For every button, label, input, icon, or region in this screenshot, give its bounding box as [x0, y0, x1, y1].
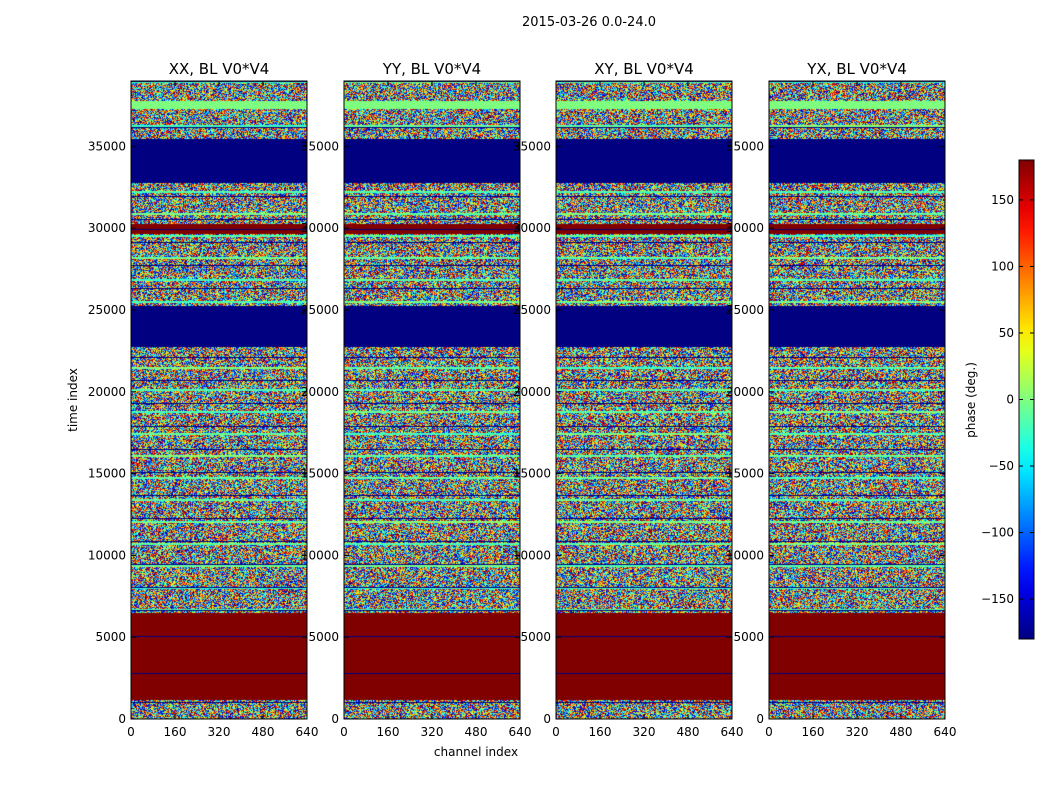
y-tick-label: 5000 — [733, 630, 764, 644]
panel-3: XY, BL V0*V4 0 160 320 480 640 0 5000 10000 15000… — [513, 60, 744, 739]
panel-title: XY, BL V0*V4 — [594, 60, 694, 78]
y-tick-label: 0 — [118, 712, 126, 726]
x-tick-label: 160 — [377, 725, 400, 739]
y-tick-label: 35000 — [88, 139, 126, 153]
x-tick-label: 160 — [802, 725, 825, 739]
y-tick-label: 20000 — [513, 385, 551, 399]
y-axis-label: time index — [66, 368, 80, 432]
y-tick-label: 25000 — [88, 303, 126, 317]
colorbar-gradient — [1019, 160, 1034, 639]
panel-heatmap-image — [769, 81, 945, 719]
x-tick-label: 160 — [589, 725, 612, 739]
x-tick-label: 480 — [465, 725, 488, 739]
y-tick-label: 10000 — [726, 548, 764, 562]
y-tick-label: 20000 — [301, 385, 339, 399]
colorbar: −150 −100 −50 0 50 100 150 phase (deg.) — [964, 159, 1035, 640]
x-tick-label: 640 — [721, 725, 744, 739]
panel-heatmap-image — [131, 81, 307, 719]
panel-title: YY, BL V0*V4 — [382, 60, 481, 78]
y-tick-label: 10000 — [513, 548, 551, 562]
y-tick-label: 35000 — [513, 139, 551, 153]
colorbar-label: phase (deg.) — [964, 362, 978, 438]
y-tick-label: 25000 — [513, 303, 551, 317]
colorbar-tick-label: −150 — [981, 592, 1014, 606]
y-tick-label: 30000 — [301, 221, 339, 235]
panel-title: YX, BL V0*V4 — [806, 60, 907, 78]
panel-2: YY, BL V0*V4 0 160 320 480 640 0 5000 10000 15000… — [301, 60, 532, 739]
colorbar-tick-label: 50 — [999, 326, 1014, 340]
y-tick-label: 10000 — [88, 548, 126, 562]
y-tick-label: 30000 — [726, 221, 764, 235]
x-tick-label: 640 — [296, 725, 319, 739]
y-tick-label: 20000 — [88, 385, 126, 399]
x-tick-label: 160 — [164, 725, 187, 739]
x-tick-label: 640 — [509, 725, 532, 739]
panels-group: XX, BL V0*V4 0 160 320 480 640 0 5000 10000 15000… — [88, 60, 957, 739]
y-tick-label: 15000 — [513, 467, 551, 481]
y-tick-label: 35000 — [726, 139, 764, 153]
x-tick-label: 0 — [340, 725, 348, 739]
y-tick-label: 30000 — [513, 221, 551, 235]
x-tick-label: 0 — [765, 725, 773, 739]
panel-1: XX, BL V0*V4 0 160 320 480 640 0 5000 10000 15000… — [88, 60, 319, 739]
x-tick-label: 640 — [934, 725, 957, 739]
panel-heatmap-image — [556, 81, 732, 719]
y-tick-label: 0 — [756, 712, 764, 726]
x-tick-label: 320 — [421, 725, 444, 739]
colorbar-tick-label: 150 — [991, 193, 1014, 207]
x-axis-label: channel index — [434, 745, 518, 759]
y-tick-label: 15000 — [726, 467, 764, 481]
x-tick-label: 480 — [677, 725, 700, 739]
panel-4: YX, BL V0*V4 0 160 320 480 640 0 5000 10000 15000… — [726, 60, 957, 739]
panel-heatmap-image — [344, 81, 520, 719]
y-tick-label: 5000 — [95, 630, 126, 644]
panel-title: XX, BL V0*V4 — [169, 60, 270, 78]
y-tick-label: 5000 — [308, 630, 339, 644]
x-tick-label: 320 — [846, 725, 869, 739]
y-tick-label: 35000 — [301, 139, 339, 153]
colorbar-tick-label: 100 — [991, 259, 1014, 273]
y-tick-label: 15000 — [301, 467, 339, 481]
y-tick-label: 30000 — [88, 221, 126, 235]
x-tick-label: 480 — [890, 725, 913, 739]
x-tick-label: 0 — [552, 725, 560, 739]
colorbar-tick-label: −100 — [981, 526, 1014, 540]
y-tick-label: 25000 — [301, 303, 339, 317]
x-tick-label: 480 — [252, 725, 275, 739]
x-tick-label: 320 — [208, 725, 231, 739]
colorbar-tick-label: 0 — [1006, 393, 1014, 407]
y-tick-label: 20000 — [726, 385, 764, 399]
figure-suptitle: 2015-03-26 0.0-24.0 — [522, 15, 656, 30]
x-tick-label: 0 — [127, 725, 135, 739]
y-tick-label: 0 — [543, 712, 551, 726]
y-tick-label: 15000 — [88, 467, 126, 481]
y-tick-label: 0 — [331, 712, 339, 726]
y-tick-label: 5000 — [520, 630, 551, 644]
x-tick-label: 320 — [633, 725, 656, 739]
y-tick-label: 10000 — [301, 548, 339, 562]
y-tick-label: 25000 — [726, 303, 764, 317]
colorbar-tick-label: −50 — [989, 459, 1014, 473]
